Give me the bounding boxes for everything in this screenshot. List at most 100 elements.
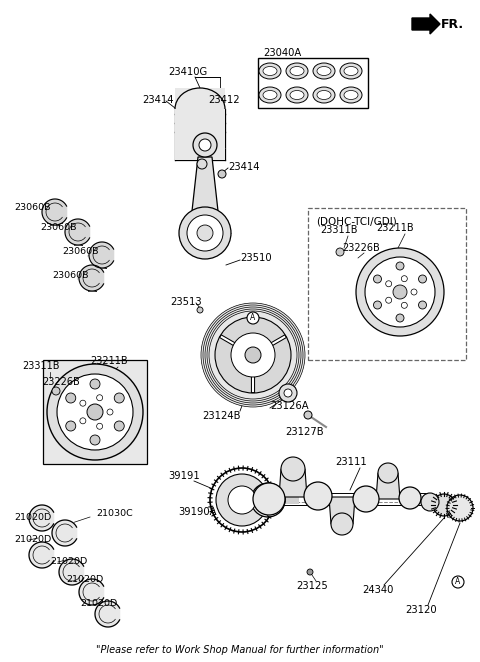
Text: 21020D: 21020D — [14, 514, 51, 522]
Ellipse shape — [286, 87, 308, 103]
Circle shape — [209, 311, 297, 399]
Ellipse shape — [263, 66, 277, 75]
Circle shape — [193, 133, 217, 157]
Circle shape — [401, 303, 408, 308]
Polygon shape — [329, 497, 355, 524]
Text: A: A — [251, 314, 256, 322]
Bar — [43, 360, 147, 464]
Text: 23060B: 23060B — [14, 203, 50, 211]
Circle shape — [201, 303, 305, 407]
Bar — [38, 507, 46, 529]
Circle shape — [231, 333, 275, 377]
Circle shape — [66, 393, 76, 403]
Circle shape — [47, 364, 143, 460]
Circle shape — [216, 474, 268, 526]
Circle shape — [447, 495, 473, 521]
Ellipse shape — [340, 87, 362, 103]
Circle shape — [304, 411, 312, 419]
Ellipse shape — [263, 91, 277, 99]
Bar — [51, 199, 59, 225]
Bar — [88, 581, 96, 603]
Circle shape — [393, 285, 407, 299]
Text: 23211B: 23211B — [90, 356, 128, 366]
Circle shape — [96, 395, 103, 401]
Circle shape — [80, 418, 86, 424]
Circle shape — [385, 297, 392, 303]
Polygon shape — [42, 199, 67, 225]
Circle shape — [452, 576, 464, 588]
Circle shape — [114, 421, 124, 431]
Circle shape — [419, 301, 427, 309]
Bar — [104, 603, 112, 625]
Bar — [38, 544, 46, 566]
Text: 23412: 23412 — [208, 95, 240, 105]
Text: 21030C: 21030C — [96, 508, 133, 518]
Text: 23414: 23414 — [228, 162, 260, 172]
Polygon shape — [52, 520, 77, 546]
Bar — [98, 242, 106, 268]
Ellipse shape — [344, 91, 358, 99]
Circle shape — [66, 421, 76, 431]
Circle shape — [385, 281, 392, 287]
Circle shape — [396, 314, 404, 322]
Circle shape — [205, 307, 301, 403]
Polygon shape — [79, 579, 104, 605]
Text: 23410G: 23410G — [168, 67, 207, 77]
Polygon shape — [29, 505, 54, 531]
Circle shape — [373, 275, 382, 283]
Text: "Please refer to Work Shop Manual for further information": "Please refer to Work Shop Manual for fu… — [96, 645, 384, 655]
Circle shape — [215, 317, 291, 393]
Ellipse shape — [313, 63, 335, 79]
Text: 23125: 23125 — [296, 581, 328, 591]
Polygon shape — [376, 473, 400, 499]
Text: 23226B: 23226B — [342, 243, 380, 253]
Text: 23120: 23120 — [405, 605, 437, 615]
Ellipse shape — [317, 91, 331, 99]
Bar — [175, 88, 225, 160]
Bar — [88, 265, 96, 291]
Polygon shape — [95, 601, 120, 627]
Circle shape — [114, 393, 124, 403]
Circle shape — [90, 435, 100, 445]
Circle shape — [378, 463, 398, 483]
Circle shape — [411, 289, 417, 295]
Circle shape — [433, 494, 455, 516]
Circle shape — [228, 486, 256, 514]
Text: 23126A: 23126A — [270, 401, 309, 411]
Circle shape — [247, 312, 259, 324]
Circle shape — [245, 347, 261, 363]
Text: 23513: 23513 — [170, 297, 202, 307]
Circle shape — [401, 275, 408, 282]
Circle shape — [251, 483, 285, 517]
Text: 23060B: 23060B — [62, 248, 98, 256]
Ellipse shape — [317, 66, 331, 75]
Text: 23414: 23414 — [142, 95, 173, 105]
Ellipse shape — [290, 91, 304, 99]
Polygon shape — [65, 219, 90, 245]
Circle shape — [57, 374, 133, 450]
Circle shape — [179, 207, 231, 259]
Text: 23211B: 23211B — [376, 223, 414, 233]
Circle shape — [197, 159, 207, 169]
Circle shape — [419, 275, 427, 283]
Circle shape — [365, 257, 435, 327]
Polygon shape — [79, 265, 104, 291]
Bar — [61, 522, 69, 544]
Polygon shape — [279, 469, 307, 497]
Circle shape — [331, 513, 353, 535]
Text: A: A — [456, 577, 461, 587]
Circle shape — [218, 170, 226, 178]
Circle shape — [197, 307, 203, 313]
Circle shape — [255, 485, 285, 515]
Circle shape — [304, 482, 332, 510]
Ellipse shape — [344, 66, 358, 75]
Circle shape — [203, 305, 303, 405]
Circle shape — [187, 215, 223, 251]
Polygon shape — [412, 14, 440, 34]
Bar — [308, 208, 466, 360]
Ellipse shape — [290, 66, 304, 75]
Circle shape — [80, 401, 86, 406]
Circle shape — [199, 139, 211, 151]
Text: 21020D: 21020D — [14, 536, 51, 545]
Text: 23124B: 23124B — [202, 411, 240, 421]
